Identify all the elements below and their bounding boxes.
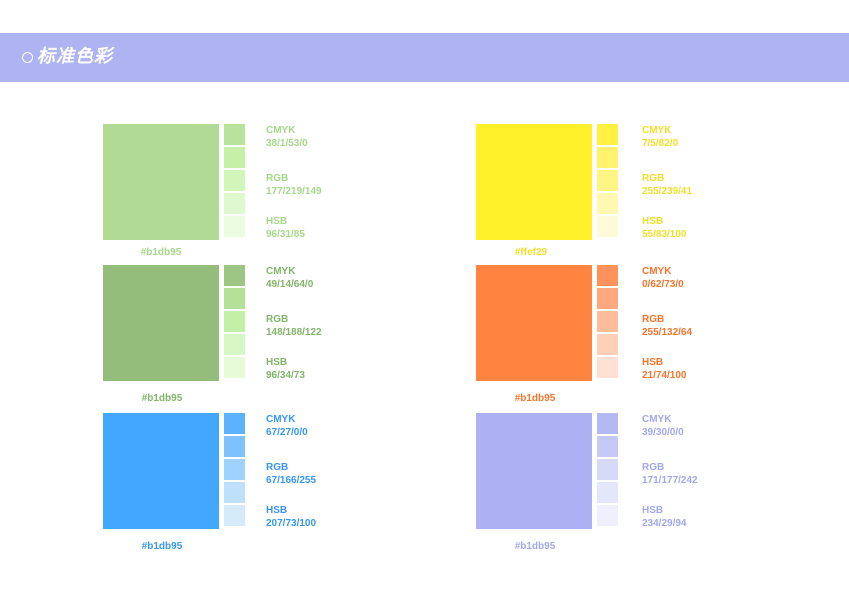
tint-square bbox=[224, 505, 245, 526]
cmyk-value: 49/14/64/0 bbox=[266, 279, 314, 290]
cmyk-value: 7/5/82/0 bbox=[642, 138, 679, 149]
rgb-label: RGB bbox=[642, 173, 665, 184]
hsb-value: 96/34/73 bbox=[266, 370, 305, 381]
cmyk-label: CMYK bbox=[642, 125, 672, 136]
tint-square bbox=[224, 147, 245, 168]
cmyk-value: 39/30/0/0 bbox=[642, 427, 684, 438]
hex-code: #ffef29 bbox=[514, 247, 548, 258]
cmyk-value: 67/27/0/0 bbox=[266, 427, 308, 438]
main-color-square bbox=[103, 124, 219, 240]
tint-square bbox=[597, 357, 618, 378]
hsb-label: HSB bbox=[266, 505, 288, 516]
rgb-label: RGB bbox=[266, 173, 289, 184]
rgb-value: 67/166/255 bbox=[266, 475, 317, 486]
tint-square bbox=[597, 265, 618, 286]
rgb-label: RGB bbox=[642, 314, 665, 325]
tint-square bbox=[224, 124, 245, 145]
rgb-value: 177/219/149 bbox=[266, 186, 322, 197]
tint-square bbox=[597, 413, 618, 434]
tint-square bbox=[224, 265, 245, 286]
main-color-square bbox=[103, 265, 219, 381]
rgb-label: RGB bbox=[266, 462, 289, 473]
tint-square bbox=[597, 147, 618, 168]
rgb-label: RGB bbox=[642, 462, 665, 473]
hsb-value: 207/73/100 bbox=[266, 518, 317, 529]
tint-square bbox=[597, 334, 618, 355]
rgb-value: 255/239/41 bbox=[642, 186, 693, 197]
cmyk-value: 0/62/73/0 bbox=[642, 279, 684, 290]
section-banner: 标准色彩 bbox=[0, 33, 849, 82]
cmyk-label: CMYK bbox=[266, 266, 296, 277]
tint-square bbox=[597, 459, 618, 480]
hex-code: #b1db95 bbox=[140, 247, 182, 258]
tint-square bbox=[597, 288, 618, 309]
hsb-value: 21/74/100 bbox=[642, 370, 687, 381]
circle-icon bbox=[22, 52, 33, 63]
tint-square bbox=[224, 436, 245, 457]
hsb-value: 234/29/94 bbox=[642, 518, 687, 529]
tint-square bbox=[597, 193, 618, 214]
tint-square bbox=[597, 170, 618, 191]
hsb-value: 96/31/85 bbox=[266, 229, 305, 240]
tint-square bbox=[224, 216, 245, 237]
cmyk-label: CMYK bbox=[266, 125, 296, 136]
cmyk-label: CMYK bbox=[642, 266, 672, 277]
hex-code: #b1db95 bbox=[141, 541, 183, 552]
cmyk-value: 38/1/53/0 bbox=[266, 138, 308, 149]
cmyk-label: CMYK bbox=[642, 414, 672, 425]
hsb-label: HSB bbox=[642, 505, 664, 516]
rgb-label: RGB bbox=[266, 314, 289, 325]
hex-code: #b1db95 bbox=[514, 393, 556, 404]
tint-square bbox=[597, 436, 618, 457]
rgb-value: 148/188/122 bbox=[266, 327, 322, 338]
tint-square bbox=[597, 505, 618, 526]
rgb-value: 171/177/242 bbox=[642, 475, 698, 486]
tint-square bbox=[597, 482, 618, 503]
hsb-label: HSB bbox=[266, 216, 288, 227]
main-color-square bbox=[103, 413, 219, 529]
tint-square bbox=[597, 311, 618, 332]
cmyk-label: CMYK bbox=[266, 414, 296, 425]
tint-square bbox=[224, 288, 245, 309]
rgb-value: 255/132/64 bbox=[642, 327, 693, 338]
section-title: 标准色彩 bbox=[37, 46, 113, 67]
tint-square bbox=[224, 482, 245, 503]
hsb-label: HSB bbox=[642, 216, 664, 227]
tint-square bbox=[224, 459, 245, 480]
tint-square bbox=[224, 334, 245, 355]
tint-square bbox=[597, 216, 618, 237]
hsb-label: HSB bbox=[642, 357, 664, 368]
hex-code: #b1db95 bbox=[514, 541, 556, 552]
tint-square bbox=[224, 357, 245, 378]
hsb-value: 55/83/100 bbox=[642, 229, 687, 240]
tint-square bbox=[224, 311, 245, 332]
hex-code: #b1db95 bbox=[141, 393, 183, 404]
main-color-square bbox=[476, 413, 592, 529]
tint-square bbox=[224, 170, 245, 191]
hsb-label: HSB bbox=[266, 357, 288, 368]
tint-square bbox=[224, 413, 245, 434]
main-color-square bbox=[476, 265, 592, 381]
tint-square bbox=[224, 193, 245, 214]
tint-square bbox=[597, 124, 618, 145]
main-color-square bbox=[476, 124, 592, 240]
